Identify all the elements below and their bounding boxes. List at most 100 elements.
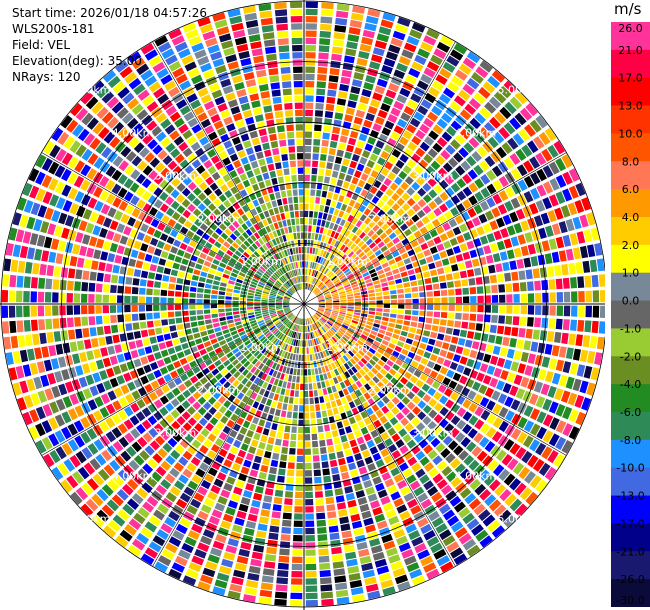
colorbar: 26.021.017.013.010.08.06.04.02.01.00.0-1… bbox=[611, 22, 650, 607]
velocity-gate bbox=[261, 338, 268, 345]
velocity-gate bbox=[479, 200, 490, 211]
velocity-gate bbox=[418, 285, 426, 292]
velocity-gate bbox=[459, 109, 472, 121]
velocity-gate bbox=[299, 275, 302, 283]
velocity-gate bbox=[215, 454, 225, 464]
velocity-gate bbox=[340, 308, 347, 311]
velocity-gate bbox=[190, 224, 199, 233]
velocity-gate bbox=[262, 274, 269, 280]
velocity-gate bbox=[172, 338, 180, 346]
velocity-gate bbox=[174, 444, 185, 455]
velocity-gate bbox=[160, 304, 167, 311]
velocity-gate bbox=[254, 537, 266, 546]
velocity-gate bbox=[136, 63, 150, 76]
velocity-gate bbox=[377, 253, 385, 261]
velocity-gate bbox=[383, 58, 396, 68]
velocity-gate bbox=[197, 55, 210, 66]
velocity-gate bbox=[435, 155, 446, 166]
velocity-gate bbox=[81, 293, 88, 303]
velocity-gate bbox=[111, 183, 122, 195]
velocity-gate bbox=[218, 405, 227, 414]
velocity-gate bbox=[148, 328, 156, 336]
velocity-gate bbox=[310, 332, 313, 339]
velocity-gate bbox=[312, 448, 319, 455]
velocity-gate bbox=[416, 517, 429, 528]
range-ring-label: 1.00km bbox=[326, 255, 368, 268]
velocity-gate bbox=[541, 148, 553, 162]
velocity-gate bbox=[527, 305, 535, 315]
colorbar-tick-label: 13.0 bbox=[618, 100, 643, 113]
velocity-gate bbox=[283, 396, 289, 404]
velocity-gate bbox=[367, 398, 376, 406]
velocity-gate bbox=[554, 388, 564, 401]
velocity-gate bbox=[317, 344, 322, 352]
velocity-gate bbox=[211, 313, 218, 318]
velocity-gate bbox=[459, 223, 468, 233]
velocity-gate bbox=[168, 86, 180, 98]
velocity-gate bbox=[363, 182, 372, 191]
velocity-gate bbox=[231, 576, 244, 586]
velocity-gate bbox=[357, 179, 366, 188]
velocity-gate bbox=[238, 473, 248, 482]
velocity-gate bbox=[112, 365, 122, 375]
velocity-gate bbox=[495, 263, 503, 273]
velocity-gate bbox=[326, 96, 336, 104]
velocity-gate bbox=[436, 41, 451, 53]
velocity-gate bbox=[294, 499, 303, 506]
velocity-gate bbox=[266, 250, 273, 257]
velocity-gate bbox=[334, 281, 341, 286]
velocity-gate bbox=[367, 265, 374, 271]
velocity-gate bbox=[317, 256, 322, 264]
velocity-gate bbox=[463, 142, 475, 154]
velocity-gate bbox=[535, 115, 548, 129]
velocity-gate bbox=[313, 270, 317, 277]
velocity-gate bbox=[415, 468, 426, 479]
velocity-gate bbox=[19, 245, 29, 259]
velocity-gate bbox=[250, 41, 262, 50]
velocity-gate bbox=[318, 234, 323, 241]
velocity-gate bbox=[128, 258, 137, 267]
velocity-gate bbox=[12, 244, 21, 258]
velocity-gate bbox=[275, 271, 281, 277]
velocity-gate bbox=[127, 98, 140, 110]
velocity-gate bbox=[541, 446, 553, 460]
velocity-gate bbox=[137, 507, 150, 519]
velocity-gate bbox=[410, 321, 418, 328]
velocity-gate bbox=[242, 319, 249, 324]
velocity-gate bbox=[456, 234, 465, 244]
velocity-gate bbox=[274, 591, 288, 599]
velocity-gate bbox=[261, 227, 268, 235]
velocity-gate bbox=[450, 458, 461, 469]
velocity-gate bbox=[403, 450, 413, 461]
velocity-gate bbox=[510, 399, 521, 411]
velocity-gate bbox=[268, 208, 275, 216]
velocity-gate bbox=[195, 468, 206, 478]
velocity-gate bbox=[96, 85, 110, 99]
velocity-gate bbox=[247, 398, 255, 406]
velocity-gate bbox=[247, 309, 254, 313]
velocity-gate bbox=[291, 338, 295, 346]
velocity-gate bbox=[288, 255, 293, 263]
velocity-gate bbox=[506, 372, 516, 383]
velocity-gate bbox=[287, 241, 292, 248]
velocity-gate bbox=[330, 370, 336, 378]
velocity-gate bbox=[343, 544, 355, 553]
velocity-gate bbox=[345, 270, 352, 276]
velocity-gate bbox=[409, 224, 418, 233]
velocity-gate bbox=[502, 214, 512, 226]
velocity-gate bbox=[374, 284, 381, 289]
velocity-gate bbox=[275, 321, 282, 327]
velocity-gate bbox=[353, 289, 360, 294]
velocity-gate bbox=[468, 182, 479, 193]
velocity-gate bbox=[576, 231, 586, 244]
velocity-gate bbox=[2, 274, 10, 287]
velocity-gate bbox=[462, 512, 475, 525]
velocity-gate bbox=[476, 351, 485, 361]
velocity-gate bbox=[276, 322, 283, 328]
velocity-gate bbox=[297, 361, 301, 369]
velocity-gate bbox=[107, 75, 121, 89]
velocity-gate bbox=[131, 103, 144, 115]
velocity-gate bbox=[211, 309, 218, 314]
velocity-gate bbox=[250, 266, 257, 273]
velocity-gate bbox=[441, 484, 453, 496]
